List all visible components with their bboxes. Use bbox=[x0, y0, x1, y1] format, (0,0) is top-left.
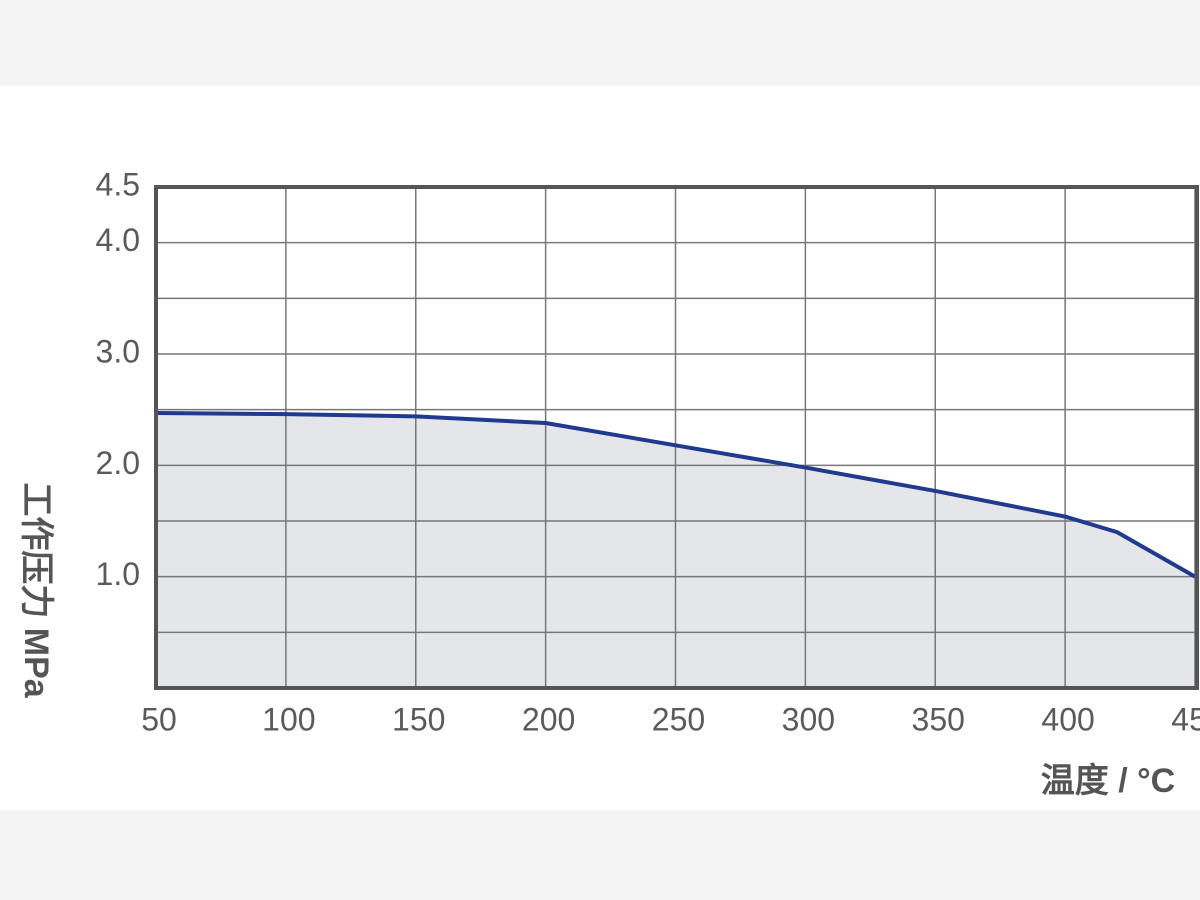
y-axis-title: 工作压力 MPa bbox=[17, 482, 55, 698]
y-tick-label: 3.0 bbox=[96, 333, 140, 369]
y-tick-label: 4.5 bbox=[96, 166, 140, 202]
bottom-band bbox=[0, 810, 1200, 900]
top-band bbox=[0, 0, 1200, 86]
line bbox=[155, 411, 1196, 579]
x-tick-label: 100 bbox=[262, 701, 315, 737]
x-tick-label: 450 bbox=[1171, 701, 1200, 737]
plot: 1.0 2.0 3.0 4.0 4.5 50 100 150 200 250 300 350 400 45… bbox=[96, 166, 1200, 737]
x-tick-label: 400 bbox=[1041, 701, 1094, 737]
y-tick-label: 4.0 bbox=[96, 222, 140, 258]
y-tick-label: 1.0 bbox=[96, 556, 140, 592]
x-tick-label: 350 bbox=[912, 701, 965, 737]
x-tick-label: 200 bbox=[522, 701, 575, 737]
x-tick-label: 50 bbox=[141, 701, 177, 737]
x-tick-label: 300 bbox=[782, 701, 835, 737]
x-tick-label: 250 bbox=[652, 701, 705, 737]
x-tick-label: 150 bbox=[392, 701, 445, 737]
plot-frame bbox=[154, 185, 1199, 690]
y-tick-label: 2.0 bbox=[96, 445, 140, 481]
x-axis-title: 温度 / °C bbox=[1041, 762, 1176, 800]
